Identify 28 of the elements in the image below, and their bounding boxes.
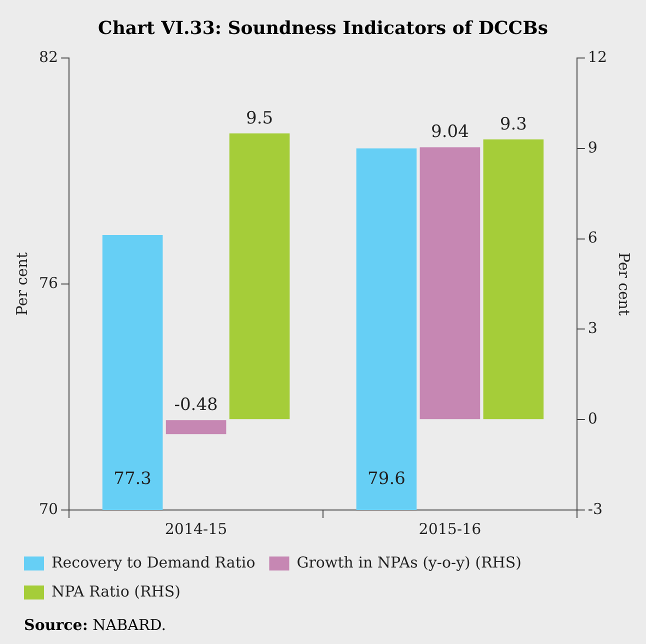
- data-label: 79.6: [368, 468, 406, 489]
- data-label: 77.3: [114, 468, 152, 489]
- bar: [483, 139, 544, 420]
- y2-tick-label: 0: [588, 409, 598, 428]
- y2-axis-title: Per cent: [615, 252, 634, 316]
- y2-tick-label: 3: [588, 319, 598, 338]
- y2-tick-label: 6: [588, 228, 598, 247]
- bar: [420, 147, 480, 420]
- y-tick-label: 82: [38, 48, 58, 66]
- data-label: 9.3: [500, 114, 527, 134]
- data-label: 9.04: [431, 122, 469, 142]
- source-note: Source: NABARD.: [23, 615, 168, 634]
- legend-label: NPA Ratio (RHS): [52, 582, 181, 600]
- y2-tick-label: -3: [588, 500, 603, 518]
- y-tick-label: 76: [38, 274, 58, 292]
- y2-tick-label: 12: [588, 48, 608, 66]
- x-tick-label: 2014-15: [164, 520, 228, 538]
- data-label: -0.48: [174, 395, 218, 416]
- legend-label: Recovery to Demand Ratio: [52, 553, 256, 572]
- chart-title: Chart VI.33: Soundness Indicators of DCCBs: [97, 17, 549, 41]
- y2-tick-label: 9: [588, 138, 598, 156]
- y-axis-title: Per cent: [12, 252, 31, 316]
- x-tick-label: 2015-16: [418, 520, 482, 538]
- bar: [166, 420, 226, 434]
- legend-label: Growth in NPAs (y-o-y) (RHS): [296, 553, 522, 572]
- bar: [229, 133, 290, 420]
- y-tick-label: 70: [38, 500, 58, 518]
- data-label: 9.5: [246, 108, 274, 128]
